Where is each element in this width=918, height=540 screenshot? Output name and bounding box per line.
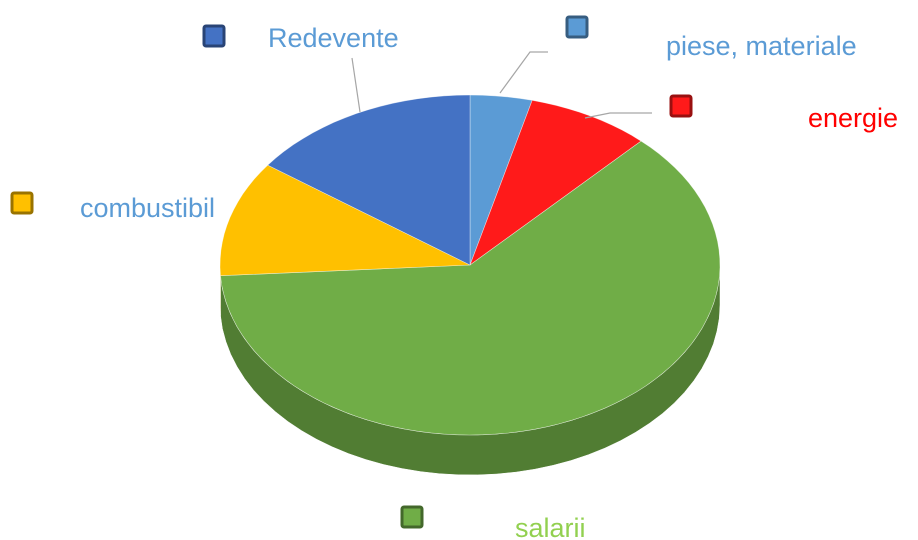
pie-slice <box>469 94 533 266</box>
category-label: Redevente <box>268 23 399 53</box>
legend-swatch <box>10 191 34 215</box>
category-label: salarii <box>515 513 586 540</box>
legend-swatch <box>669 94 693 118</box>
category-label: combustibil <box>80 193 215 223</box>
category-label: piese, materiale <box>666 31 857 61</box>
legend-swatch <box>202 24 226 48</box>
category-label: energie <box>808 103 898 133</box>
pie-slice <box>219 164 471 277</box>
legend-swatch <box>565 15 589 39</box>
leader-line <box>499 51 548 94</box>
leader-line <box>584 112 652 119</box>
pie-slice <box>267 94 471 266</box>
pie-slice <box>469 99 642 266</box>
pie-slice <box>220 140 721 436</box>
legend-swatch <box>400 505 424 529</box>
leader-line <box>351 57 361 113</box>
